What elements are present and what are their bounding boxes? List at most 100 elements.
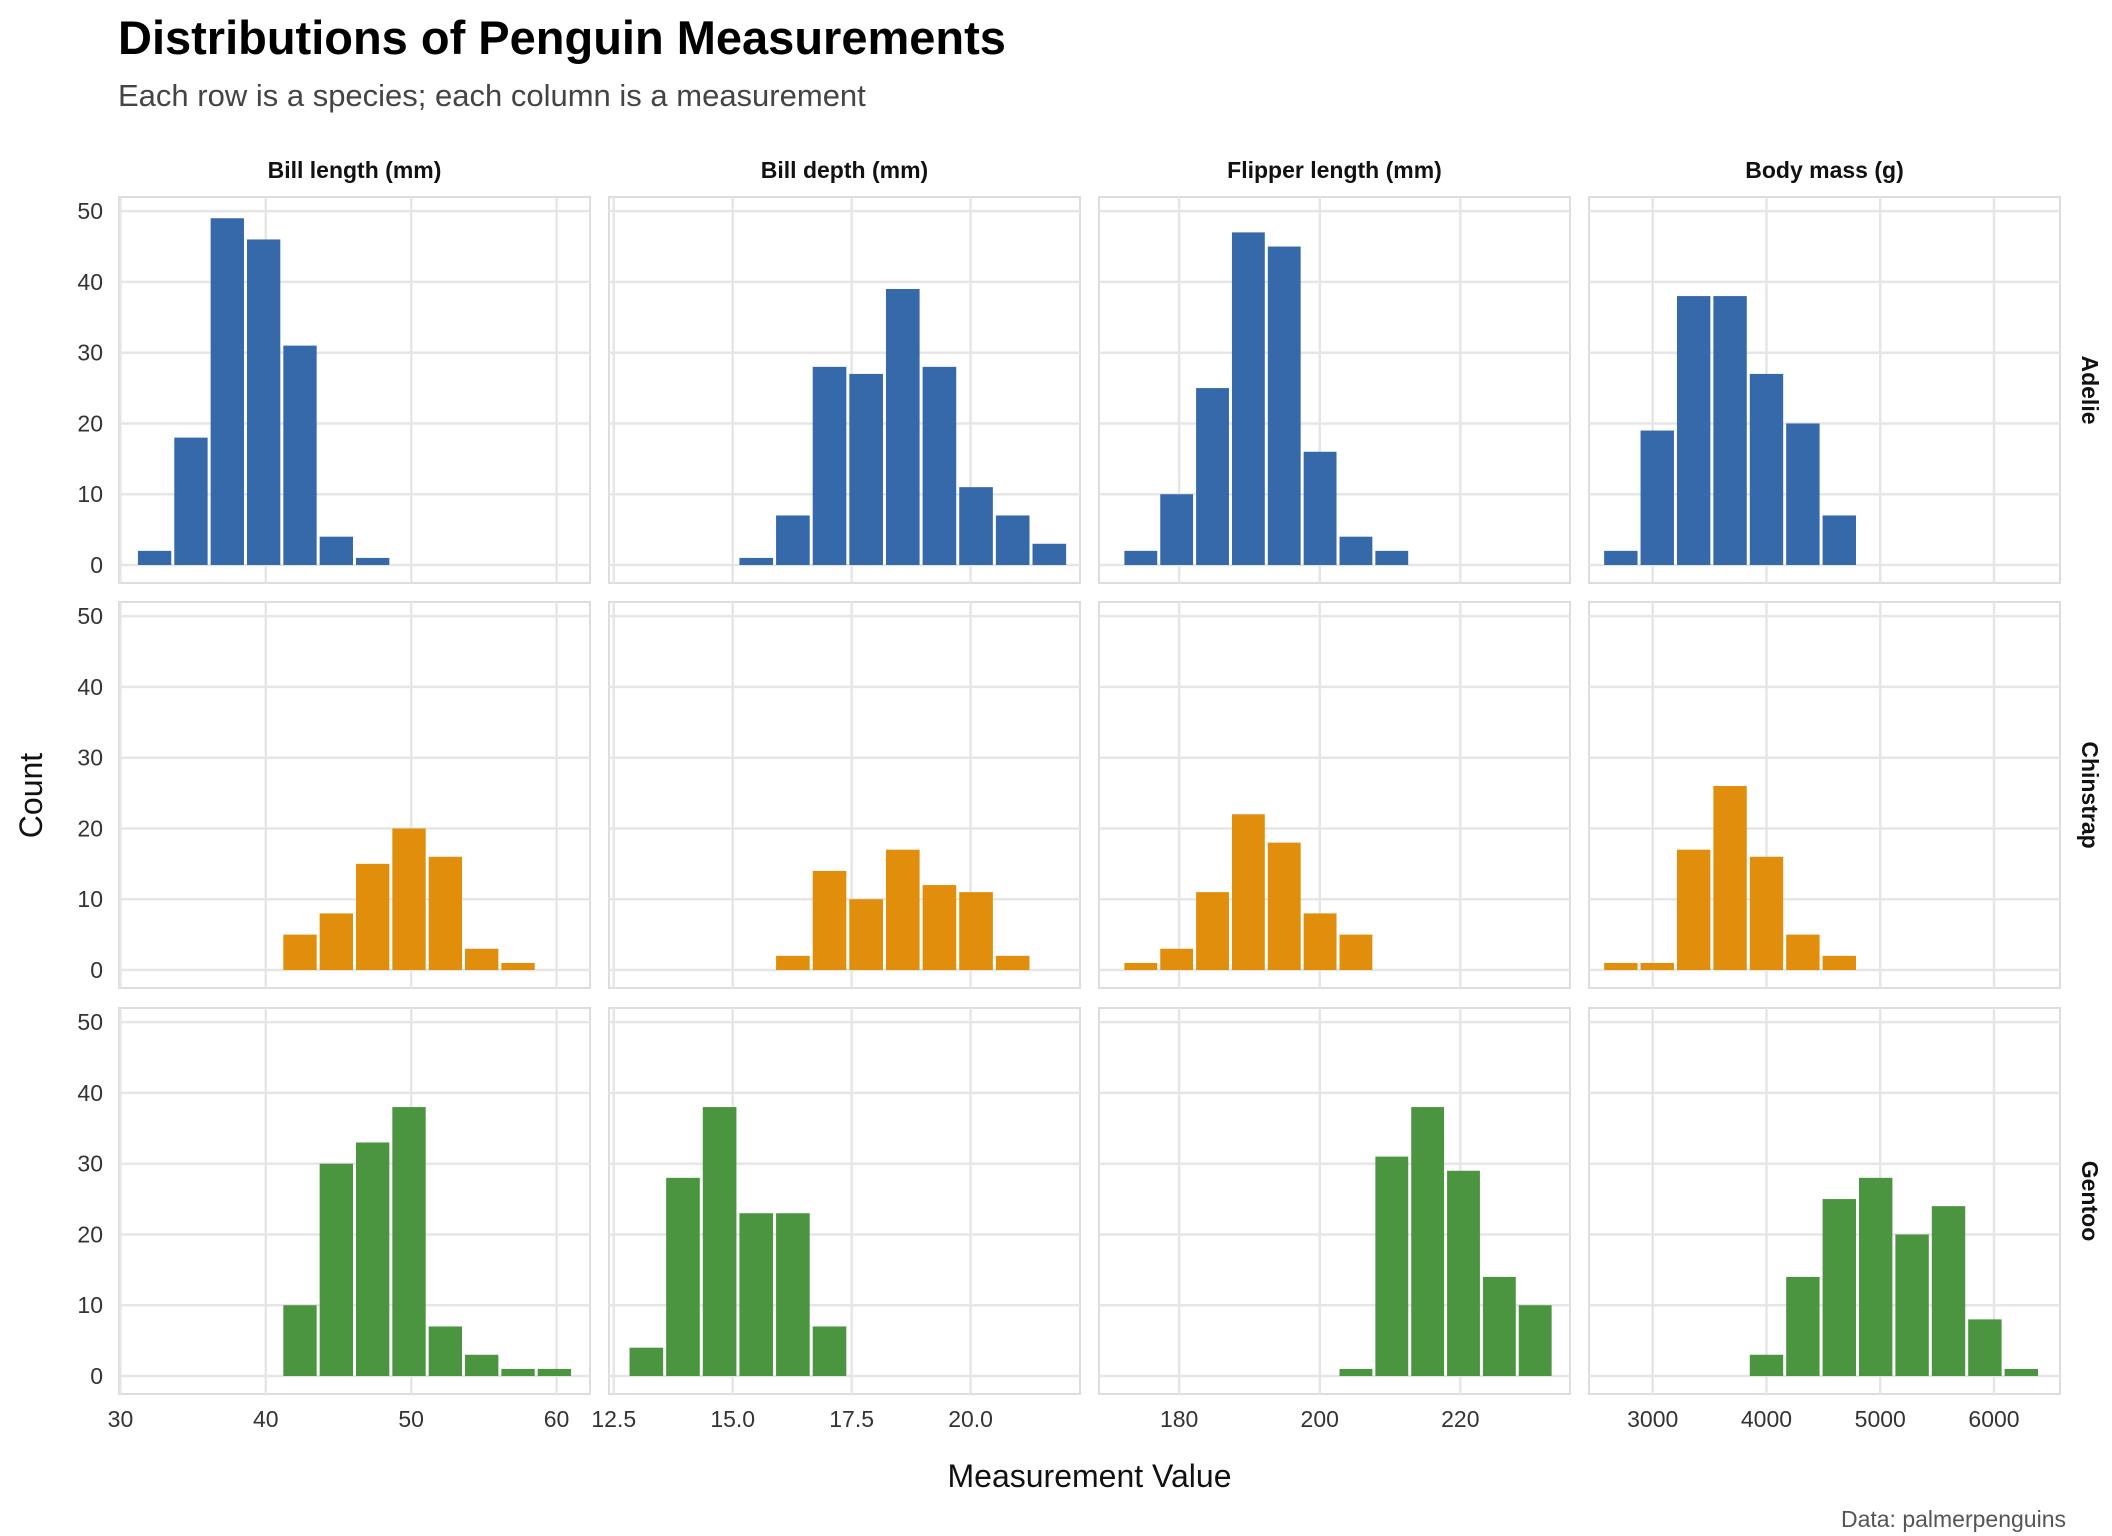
histogram-bar [1032,543,1067,565]
histogram-bar [174,437,208,565]
histogram-bar [1339,536,1373,565]
y-tick-label: 20 [77,1221,103,1247]
histogram-bar [1676,296,1711,565]
y-tick-label: 30 [77,1151,103,1177]
histogram-bar [1231,232,1265,565]
histogram-bar [1640,962,1674,970]
histogram-bar [1822,515,1856,565]
histogram-bar [319,913,353,970]
histogram-bar [739,557,774,565]
histogram-bar [1786,423,1820,565]
x-tick-label: 220 [1441,1406,1479,1432]
x-tick-label: 20.0 [948,1406,993,1432]
panel-gentoo-flipper-length-mm-border [1098,1007,1571,1395]
histogram-bar [356,1142,390,1376]
histogram-bar [1895,1234,1929,1376]
histogram-bar [210,218,244,565]
histogram-bar [283,934,317,970]
histogram-bar [356,557,390,565]
histogram-bar [1822,955,1856,970]
y-tick-label: 10 [77,1292,103,1318]
x-tick-label: 5000 [1855,1406,1906,1432]
y-tick-label: 20 [77,410,103,436]
facet-label-bill-depth-mm: Bill depth (mm) [761,157,928,183]
histogram-bar [1482,1276,1516,1376]
histogram-bar [1676,849,1711,970]
x-tick-label: 50 [398,1406,424,1432]
histogram-bar [1858,1177,1893,1376]
histogram-bar [849,899,883,970]
facet-label-body-mass-g: Body mass (g) [1745,157,1903,183]
x-tick-label: 30 [108,1406,134,1432]
histogram-bar [1931,1206,1966,1376]
histogram-bar [1447,1170,1480,1376]
histogram-bar [1196,388,1229,565]
y-tick-label: 50 [77,1009,103,1035]
histogram-bar [1196,892,1229,970]
chart-subtitle: Each row is a species; each column is a … [118,78,866,113]
panel-adelie-flipper-length-mm-border [1098,196,1571,584]
histogram-bar [959,892,993,970]
histogram-bar [1124,962,1158,970]
x-tick-label: 3000 [1627,1406,1678,1432]
histogram-bar [1303,451,1337,565]
histogram-bar [1267,842,1301,970]
histogram-bar [849,373,883,565]
x-tick-label: 200 [1301,1406,1339,1432]
histogram-bar [428,856,463,970]
histogram-bar [1822,1199,1856,1376]
chart-title: Distributions of Penguin Measurements [118,11,1006,64]
histogram-bar [1160,494,1194,565]
histogram-bar [501,1368,535,1376]
facet-label-flipper-length-mm: Flipper length (mm) [1227,157,1442,183]
x-tick-label: 12.5 [591,1406,636,1432]
data-source-caption: Data: palmerpenguins [1840,1506,2066,1532]
histogram-bar [776,955,810,970]
y-tick-label: 30 [77,340,103,366]
x-tick-label: 6000 [1968,1406,2019,1432]
y-tick-label: 30 [77,745,103,771]
histogram-bar [392,828,426,970]
histogram-bar [1604,962,1638,970]
histogram-bar [1786,1276,1820,1376]
histogram-bar [995,515,1030,565]
panel-chinstrap-bill-length-mm-border [118,601,591,989]
histogram-bar [319,536,353,565]
y-tick-label: 10 [77,481,103,507]
histogram-bar [356,863,390,970]
y-tick-label: 50 [77,198,103,224]
histogram-bar [922,366,957,565]
histogram-bar [465,948,499,970]
histogram-bar [1713,786,1747,970]
facet-label-bill-length-mm: Bill length (mm) [268,157,442,183]
histogram-bar [922,885,957,970]
y-tick-label: 50 [77,603,103,629]
x-tick-label: 4000 [1741,1406,1792,1432]
histogram-bar [537,1368,572,1376]
histogram-bar [246,239,281,565]
panel-adelie-bill-depth-mm-border [608,196,1081,584]
facet-label-adelie: Adelie [2077,355,2103,424]
y-tick-label: 10 [77,886,103,912]
facet-label-gentoo: Gentoo [2077,1161,2103,1242]
histogram-bar [283,345,317,565]
histogram-bar [1786,934,1820,970]
histogram-bar [776,515,810,565]
histogram-bar [428,1326,463,1376]
y-axis-title: Count [13,753,49,839]
y-tick-label: 40 [77,1080,103,1106]
histogram-bar [629,1347,664,1376]
histogram-bar [739,1213,774,1376]
histogram-bar [1124,550,1158,565]
histogram-bar [666,1177,700,1376]
histogram-bar [1968,1319,2002,1376]
x-tick-label: 60 [544,1406,570,1432]
histogram-bar [1713,296,1747,565]
histogram-bar [465,1354,499,1376]
panel-chinstrap-body-mass-g-border [1588,601,2061,989]
panel-adelie-body-mass-g-border [1588,196,2061,584]
y-tick-label: 0 [90,1363,103,1389]
histogram-bar [812,870,847,970]
histogram-bar [1160,948,1194,970]
histogram-bar [702,1107,737,1376]
